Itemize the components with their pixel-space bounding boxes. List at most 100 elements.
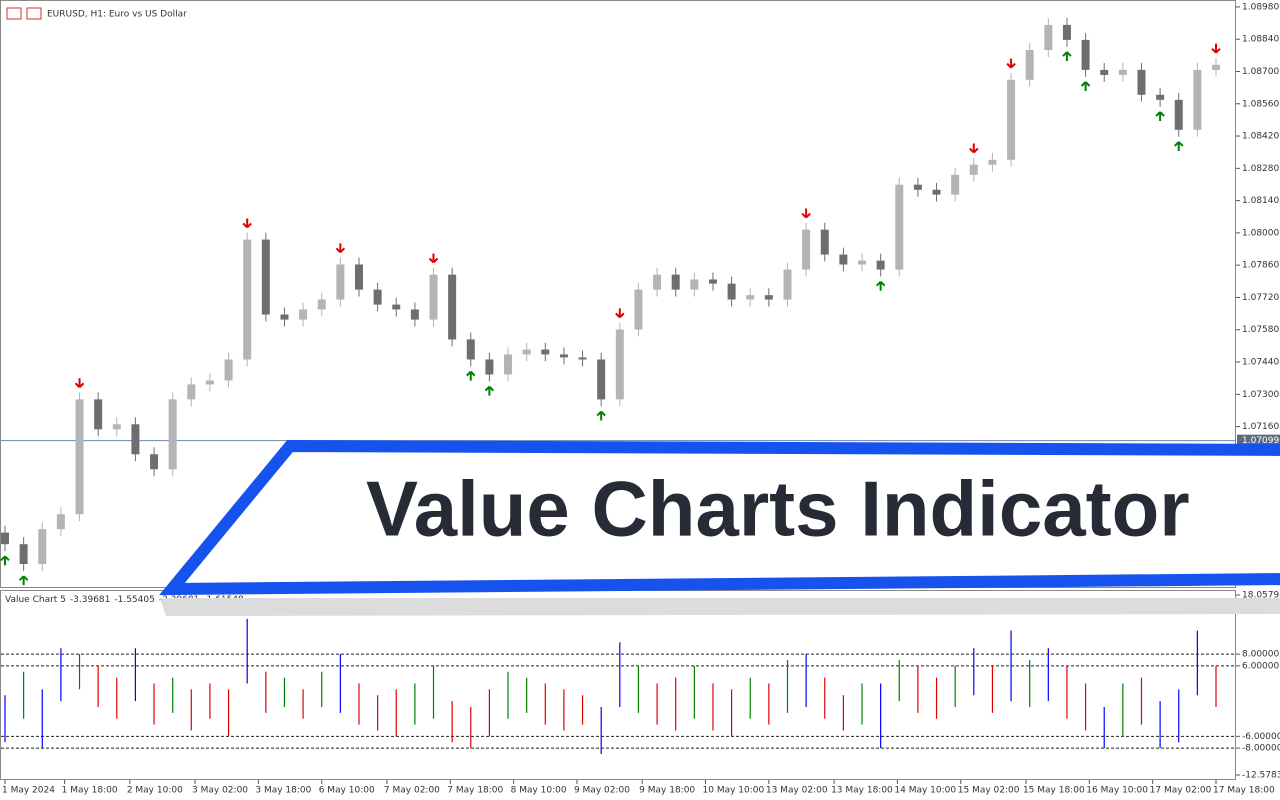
buy_signals-arrow	[875, 280, 886, 291]
candle-body	[261, 239, 270, 315]
candle-body	[1137, 69, 1146, 95]
candle-body	[1007, 79, 1016, 160]
y-tick-label: 1.08000	[1242, 228, 1279, 238]
candle-body	[410, 309, 419, 320]
candle-body	[522, 349, 531, 355]
icon	[26, 7, 42, 20]
sell_signals-arrow	[428, 253, 439, 264]
candle-body	[19, 544, 28, 565]
candle-body	[913, 184, 922, 190]
sell_signals-arrow	[615, 308, 625, 319]
indicator-value: -3.39681	[70, 595, 110, 605]
candle-body	[205, 380, 214, 385]
candle-body	[1174, 99, 1183, 130]
x-tick-label: 9 May 18:00	[639, 786, 695, 796]
sell_signals-arrow	[242, 218, 252, 229]
sell_signals-arrow	[335, 243, 346, 254]
candle-body	[615, 329, 624, 400]
buy_signals-arrow	[484, 385, 495, 396]
candle-body	[466, 339, 475, 360]
candle-body	[690, 279, 699, 290]
x-tick-label: 7 May 02:00	[384, 786, 440, 796]
buy_signals-arrow	[596, 410, 606, 421]
y-tick-label: -6.00000	[1242, 732, 1280, 742]
candle-body	[746, 295, 755, 300]
banner: Value Charts Indicator	[159, 439, 1280, 616]
current-price-label: 1.07099	[1242, 436, 1279, 446]
candle-body	[932, 189, 941, 195]
x-tick-label: 2 May 10:00	[127, 786, 183, 796]
x-tick-label: 14 May 10:00	[894, 786, 956, 796]
candle-body	[243, 239, 252, 360]
candle-body	[1118, 69, 1127, 75]
current-price-tag	[1237, 434, 1280, 447]
x-tick-label: 7 May 18:00	[447, 786, 503, 796]
candle-body	[708, 279, 717, 284]
candle-body	[541, 349, 550, 355]
x-tick-label: 10 May 10:00	[703, 786, 765, 796]
candle-body	[1, 532, 9, 545]
y-tick-label: 1.08840	[1242, 35, 1279, 45]
candle-body	[597, 359, 606, 400]
candle-body	[336, 264, 345, 300]
y-tick-label: 1.07300	[1242, 390, 1279, 400]
indicator-value: -1.55405	[114, 595, 154, 605]
buy_signals-arrow	[1080, 81, 1091, 92]
x-tick-label: 6 May 10:00	[319, 786, 375, 796]
indicator-name: Value Chart 5	[5, 595, 66, 605]
x-tick-label: 9 May 02:00	[574, 786, 630, 796]
candle-body	[1025, 50, 1034, 80]
candle-body	[876, 260, 885, 270]
candle-body	[354, 264, 363, 290]
candle-body	[38, 529, 47, 565]
banner-shadow	[160, 598, 1280, 616]
candle-body	[1212, 64, 1220, 70]
banner-frame	[159, 439, 1280, 596]
sell_signals-arrow	[1211, 43, 1221, 54]
candle-body	[392, 304, 401, 310]
x-tick-label: 8 May 10:00	[511, 786, 567, 796]
candle-body	[1193, 69, 1202, 130]
candle-body	[653, 274, 662, 290]
candle-body	[56, 514, 65, 530]
icon	[6, 7, 22, 20]
candle-body	[373, 289, 382, 305]
y-tick-label: -8.00000	[1242, 744, 1280, 754]
sell_signals-arrow	[1006, 58, 1016, 69]
candle-body	[895, 184, 904, 270]
candle-body	[671, 274, 680, 290]
x-tick-label: 3 May 18:00	[255, 786, 311, 796]
y-tick-label: 1.07440	[1242, 358, 1279, 368]
x-tick-label: 3 May 02:00	[192, 786, 248, 796]
candle-body	[783, 269, 792, 300]
x-tick-label: 16 May 10:00	[1086, 786, 1148, 796]
candle-body	[299, 309, 308, 320]
y-tick-label: 1.07860	[1242, 261, 1279, 271]
sell_signals-arrow	[969, 143, 979, 154]
window-title: EURUSD, H1: Euro vs US Dollar	[47, 10, 187, 20]
y-tick-label: 1.07720	[1242, 293, 1279, 303]
buy_signals-arrow	[1062, 51, 1072, 62]
candle-body	[988, 159, 997, 165]
buy_signals-arrow	[1174, 141, 1184, 151]
candle-body	[578, 357, 587, 360]
x-tick-label: 1 May 18:00	[62, 786, 118, 796]
candle-body	[1062, 24, 1071, 40]
candle-body	[820, 229, 829, 255]
x-tick-label: 13 May 18:00	[831, 786, 893, 796]
buy_signals-arrow	[1155, 111, 1165, 121]
y-tick-label: 1.08560	[1242, 99, 1279, 109]
y-tick-label: 6.00000	[1242, 661, 1279, 671]
candle-body	[727, 283, 736, 300]
buy_signals-arrow	[0, 555, 10, 566]
y-tick-label: 1.08420	[1242, 132, 1279, 142]
x-tick-label: 17 May 18:00	[1213, 786, 1275, 796]
x-tick-label: 13 May 02:00	[766, 786, 828, 796]
x-tick-label: 15 May 18:00	[1023, 786, 1085, 796]
y-tick-label: -12.57834	[1242, 771, 1280, 781]
candle-body	[224, 359, 233, 381]
candle-body	[1044, 24, 1053, 51]
